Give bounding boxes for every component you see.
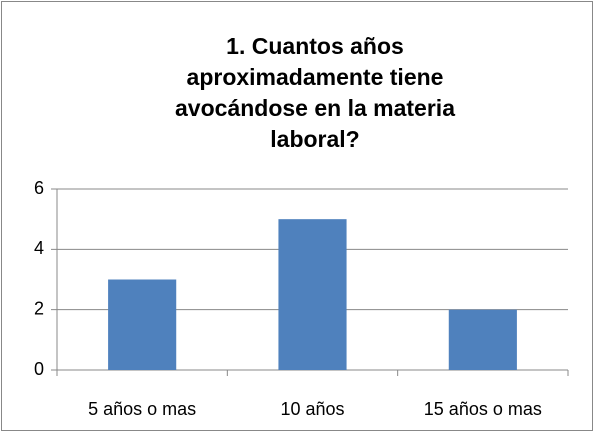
y-tick-label: 0 [34,359,44,379]
y-tick-label: 4 [34,238,44,258]
y-tick-label: 2 [34,298,44,318]
x-tick-label: 15 años o mas [424,399,542,419]
y-tick-label: 6 [34,178,44,198]
x-tick-label: 5 años o mas [88,399,196,419]
chart-title: 1. Cuantos años aproximadamente tiene av… [175,33,455,152]
bar [278,219,347,370]
bar [108,279,177,370]
bar [448,309,517,370]
x-tick-label: 10 años [280,399,344,419]
